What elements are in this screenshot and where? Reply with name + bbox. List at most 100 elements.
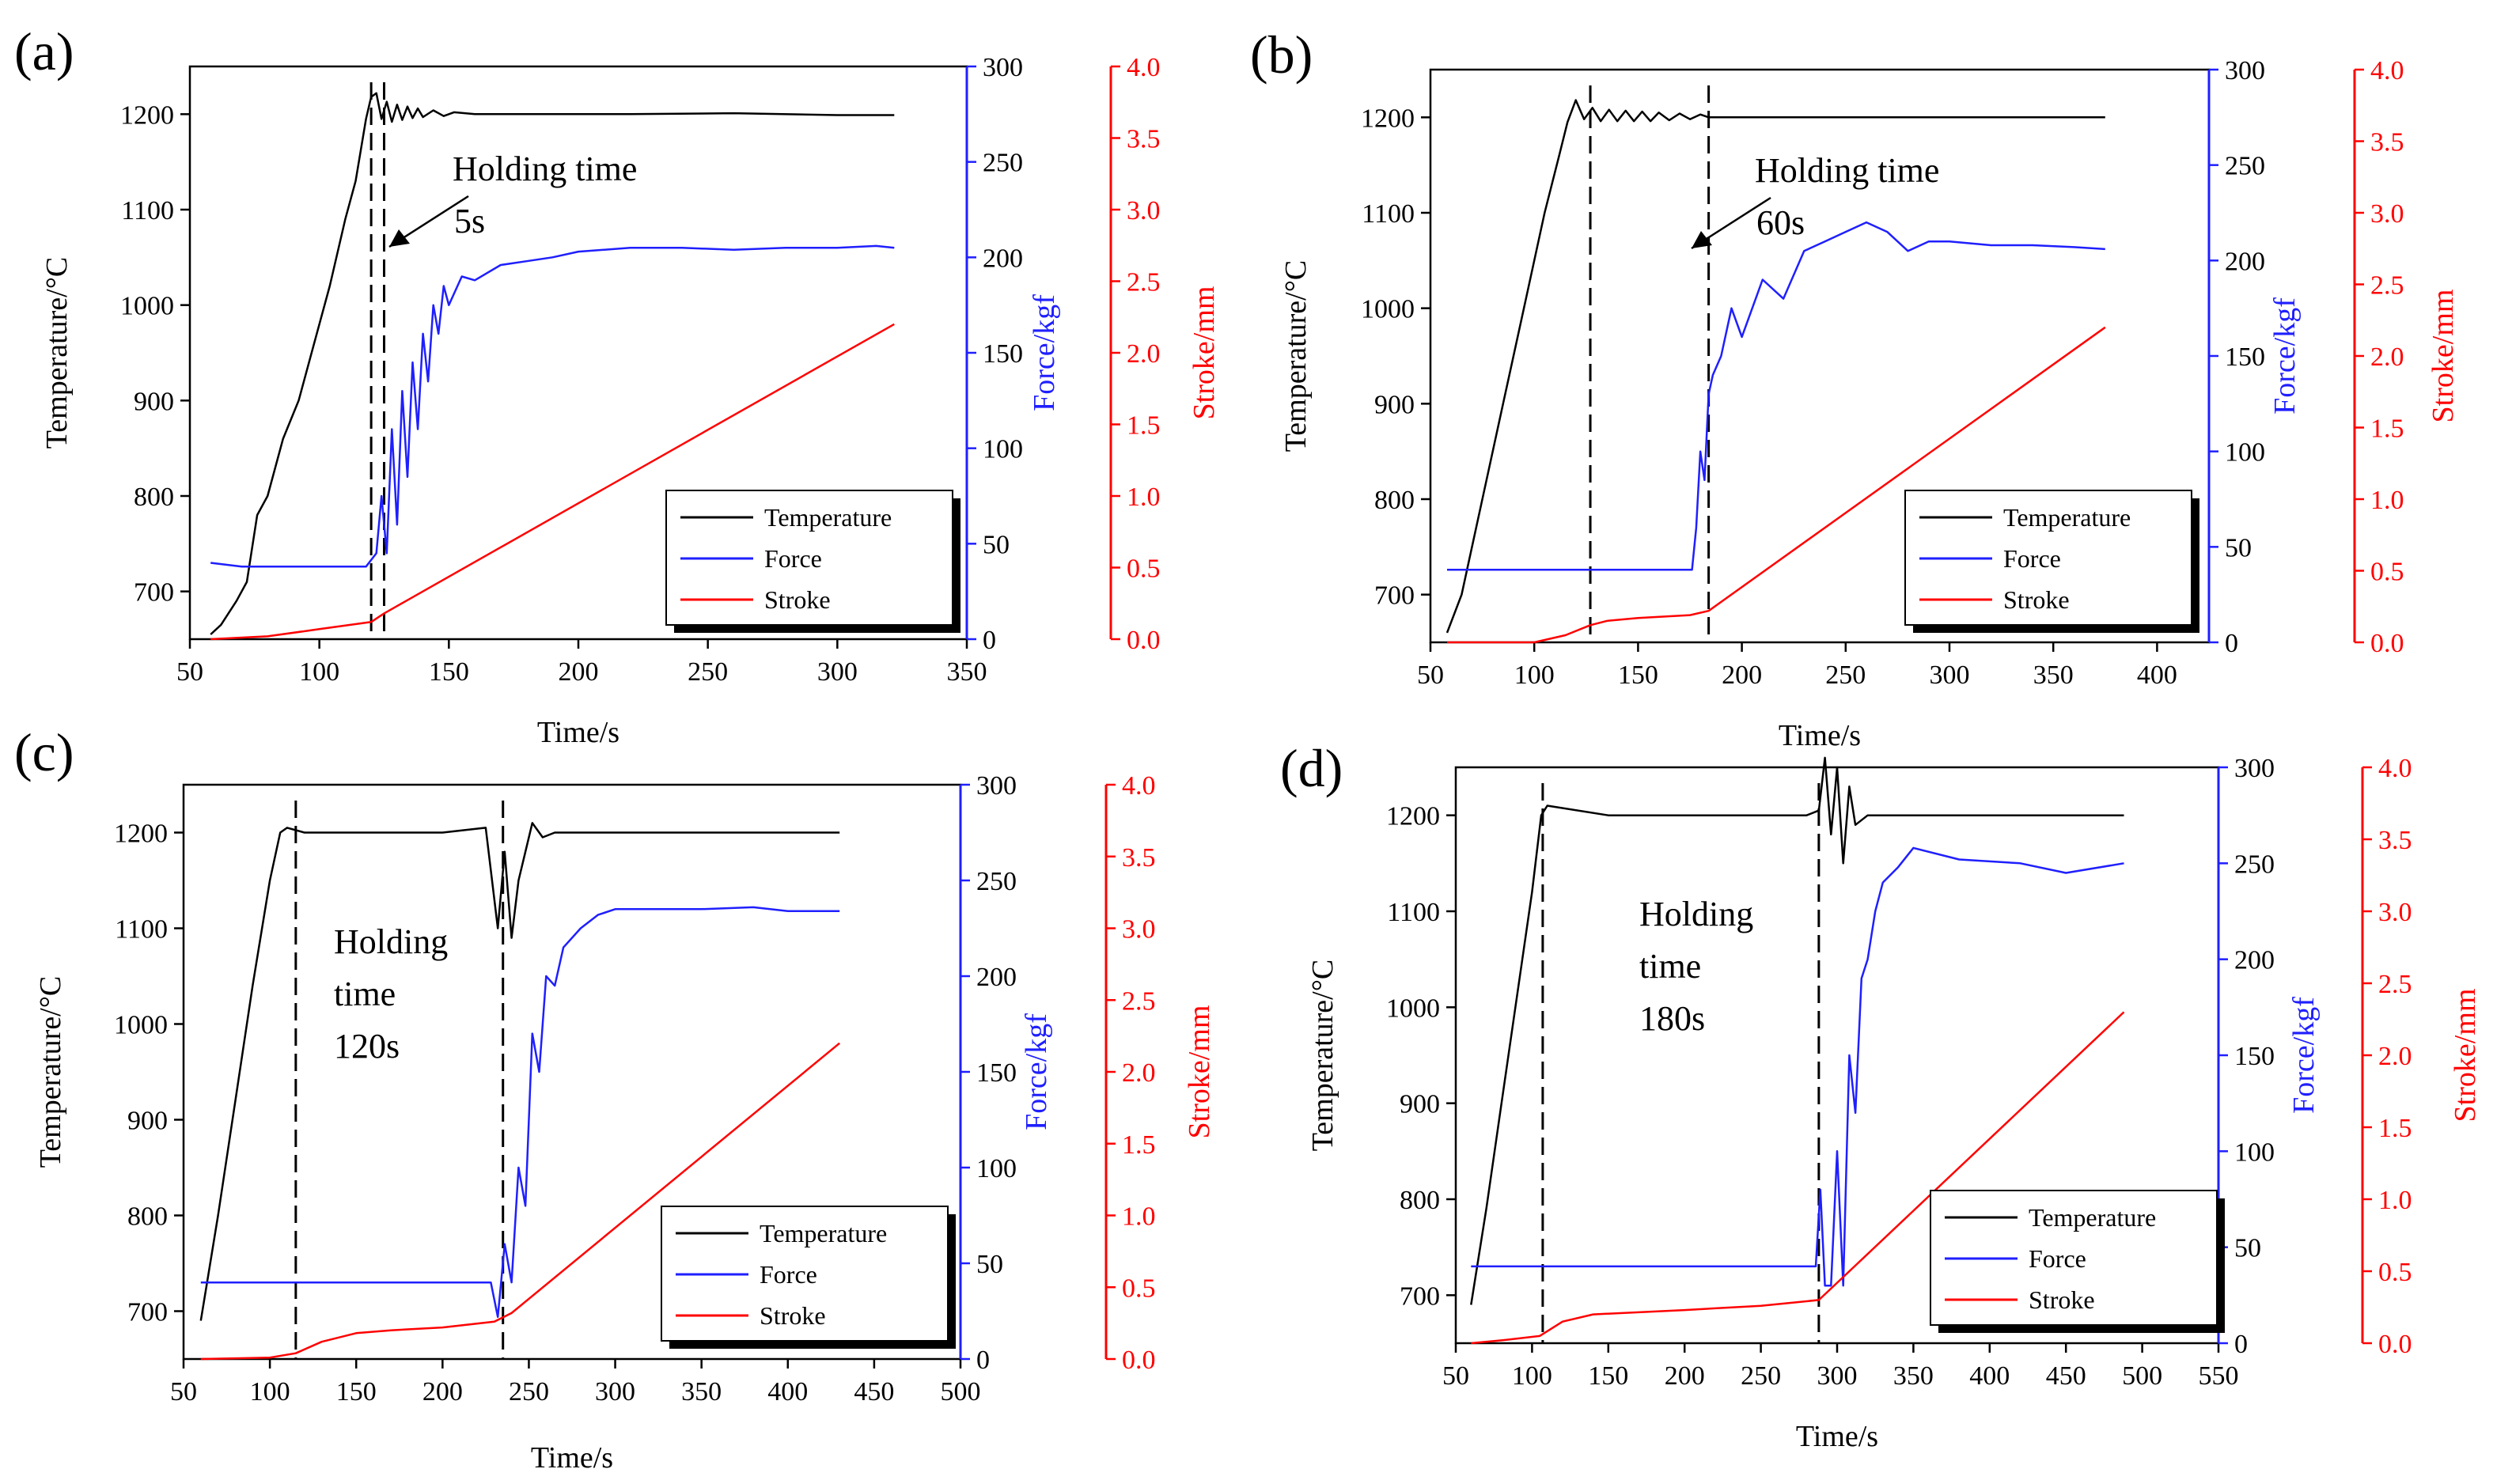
force-tick-label: 150 (976, 1058, 1017, 1088)
x-tick-label: 400 (2137, 661, 2177, 690)
stroke-tick-label: 2.5 (2378, 970, 2412, 999)
force-tick-label: 300 (2234, 754, 2275, 783)
x-tick-label: 400 (1969, 1361, 2010, 1391)
x-tick-label: 300 (1817, 1361, 1858, 1391)
stroke-tick-label: 1.0 (1122, 1202, 1156, 1232)
x-tick-label: 300 (1930, 661, 1970, 690)
holding-time-annotation-line: 180s (1639, 999, 1705, 1038)
stroke-tick-label: 3.0 (1122, 915, 1156, 945)
temp-tick-label: 1000 (120, 292, 174, 321)
temp-tick-label: 700 (1374, 581, 1415, 611)
legend-label-stroke: Stroke (760, 1301, 826, 1330)
x-tick-label: 200 (1722, 661, 1762, 690)
stroke-tick-label: 4.0 (2370, 56, 2404, 85)
temp-tick-label: 900 (1400, 1090, 1440, 1119)
force-tick-label: 300 (2225, 56, 2265, 85)
stroke-tick-label: 4.0 (2378, 754, 2412, 783)
x-tick-label: 300 (595, 1377, 635, 1406)
x-tick-label: 500 (2122, 1361, 2162, 1391)
temp-tick-label: 1200 (1361, 104, 1415, 133)
force-tick-label: 300 (976, 771, 1017, 801)
x-tick-label: 100 (299, 657, 339, 687)
stroke-tick-label: 1.5 (1127, 411, 1161, 441)
temperature-axis-label: Temperature/°C (1279, 260, 1313, 452)
temp-tick-label: 800 (134, 483, 174, 512)
force-tick-label: 50 (983, 530, 1010, 559)
legend-label-temperature: Temperature (764, 503, 892, 532)
stroke-axis-label: Stroke/mm (2427, 290, 2460, 423)
temp-tick-label: 1000 (114, 1011, 168, 1040)
x-axis-label: Time/s (531, 1441, 613, 1475)
temp-tick-label: 1200 (120, 100, 174, 130)
x-tick-label: 500 (941, 1377, 981, 1406)
x-tick-label: 350 (1893, 1361, 1934, 1391)
x-tick-label: 100 (1512, 1361, 1552, 1391)
temp-tick-label: 1100 (1387, 898, 1440, 927)
force-tick-label: 0 (983, 626, 996, 655)
x-tick-label: 450 (854, 1377, 894, 1406)
temp-tick-label: 1100 (115, 915, 168, 945)
legend-label-force: Force (760, 1260, 817, 1289)
x-tick-label: 350 (2033, 661, 2074, 690)
legend-label-stroke: Stroke (2003, 585, 2070, 614)
x-tick-label: 250 (1741, 1361, 1781, 1391)
stroke-tick-label: 2.0 (2378, 1042, 2412, 1071)
stroke-tick-label: 3.5 (1127, 125, 1161, 154)
stroke-tick-label: 2.0 (2370, 343, 2404, 372)
temp-tick-label: 900 (127, 1107, 168, 1136)
holding-time-annotation: Holding time (453, 150, 637, 188)
series-line-temperature (210, 92, 895, 635)
series-line-temperature (1445, 99, 2105, 634)
stroke-tick-label: 0.5 (2378, 1258, 2412, 1287)
force-tick-label: 100 (2234, 1138, 2275, 1167)
holding-time-annotation: Holding (334, 922, 448, 961)
force-tick-label: 100 (2225, 438, 2265, 468)
stroke-tick-label: 3.0 (2378, 898, 2412, 927)
holding-time-annotation: Holding (1639, 895, 1753, 933)
x-tick-label: 250 (509, 1377, 549, 1406)
force-tick-label: 200 (2225, 247, 2265, 276)
x-tick-label: 50 (176, 657, 203, 687)
x-tick-label: 50 (170, 1377, 197, 1406)
legend-label-stroke: Stroke (764, 585, 831, 614)
stroke-tick-label: 1.5 (2378, 1114, 2412, 1143)
stroke-tick-label: 1.0 (2370, 486, 2404, 515)
stroke-axis-label: Stroke/mm (2449, 989, 2482, 1122)
stroke-tick-label: 2.0 (1127, 339, 1161, 369)
stroke-tick-label: 0.0 (1122, 1346, 1156, 1375)
stroke-tick-label: 2.5 (2370, 271, 2404, 301)
force-tick-label: 250 (976, 867, 1017, 896)
panel-label: (c) (14, 722, 74, 782)
stroke-tick-label: 0.0 (1127, 626, 1161, 655)
force-axis-label: Force/kgf (1028, 294, 1061, 411)
series-line-stroke (210, 323, 895, 641)
x-axis-label: Time/s (1796, 1420, 1878, 1453)
chart-panel-3: (c)50 100 150 200 250 300 350 400 450 500Time/s70… (14, 722, 1216, 1475)
temperature-axis-label: Temperature/°C (40, 257, 74, 449)
force-tick-label: 150 (2234, 1042, 2275, 1071)
temp-tick-label: 1200 (1386, 802, 1440, 831)
legend-label-force: Force (2003, 544, 2061, 573)
force-tick-label: 300 (983, 53, 1023, 82)
force-tick-label: 200 (976, 963, 1017, 992)
annotation-arrowhead (1692, 231, 1712, 248)
stroke-tick-label: 4.0 (1122, 771, 1156, 801)
temp-tick-label: 700 (134, 578, 174, 608)
stroke-tick-label: 1.0 (1127, 483, 1161, 512)
force-tick-label: 50 (976, 1250, 1003, 1279)
stroke-tick-label: 4.0 (1127, 53, 1161, 82)
x-axis-label: Time/s (537, 716, 619, 749)
temperature-axis-label: Temperature/°C (1306, 960, 1339, 1152)
legend-label-temperature: Temperature (760, 1219, 887, 1247)
force-axis-label: Force/kgf (2287, 997, 2321, 1114)
x-axis-label: Time/s (1779, 719, 1861, 752)
force-tick-label: 150 (983, 339, 1023, 369)
temperature-axis-label: Temperature/°C (34, 976, 67, 1168)
legend-label-temperature: Temperature (2029, 1203, 2156, 1232)
temp-tick-label: 700 (127, 1298, 168, 1327)
legend-label-force: Force (2029, 1244, 2086, 1273)
force-tick-label: 100 (976, 1154, 1017, 1183)
series-line-stroke (1471, 1011, 2125, 1345)
stroke-tick-label: 2.5 (1122, 986, 1156, 1016)
